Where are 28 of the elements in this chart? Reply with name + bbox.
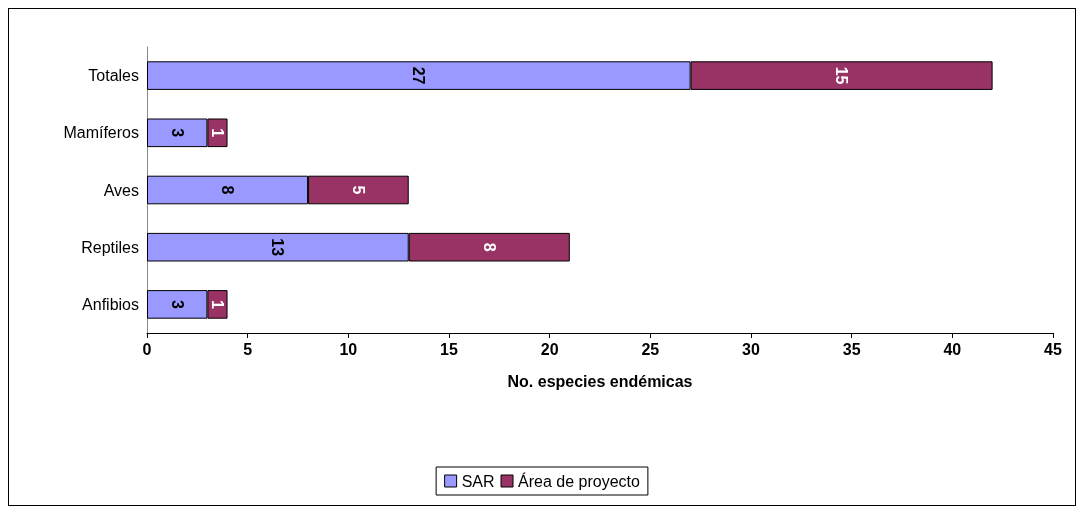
x-tick-label: 25 bbox=[641, 340, 660, 358]
x-tick-label: 35 bbox=[842, 340, 861, 358]
x-axis-title: No. especies endémicas bbox=[507, 372, 693, 390]
data-label: 1 bbox=[208, 128, 226, 138]
y-tick-label: Mamíferos bbox=[63, 124, 139, 142]
x-tick-label: 10 bbox=[339, 340, 358, 358]
data-label: 3 bbox=[168, 128, 186, 138]
x-tick-label: 20 bbox=[540, 340, 559, 358]
data-label: 8 bbox=[480, 242, 498, 252]
y-tick-label: Aves bbox=[103, 181, 139, 199]
x-tick-label: 30 bbox=[742, 340, 760, 358]
data-label: 8 bbox=[219, 185, 237, 195]
x-tick-label: 45 bbox=[1044, 340, 1062, 358]
x-tick-label: 5 bbox=[243, 340, 253, 358]
x-tick-label: 40 bbox=[943, 340, 962, 358]
data-label: 13 bbox=[269, 238, 287, 257]
x-tick-label: 15 bbox=[440, 340, 458, 358]
legend-label: SAR bbox=[461, 472, 495, 490]
x-tick-label: 0 bbox=[142, 340, 152, 358]
data-label: 3 bbox=[168, 299, 186, 309]
data-label: 27 bbox=[410, 66, 428, 85]
data-label: 1 bbox=[208, 299, 226, 309]
y-tick-label: Reptiles bbox=[81, 238, 139, 256]
legend-label: Área de proyecto bbox=[518, 471, 640, 490]
data-label: 15 bbox=[833, 66, 851, 85]
y-tick-label: Anfibios bbox=[82, 295, 139, 313]
data-label: 5 bbox=[349, 185, 367, 195]
y-tick-label: Totales bbox=[88, 67, 139, 85]
